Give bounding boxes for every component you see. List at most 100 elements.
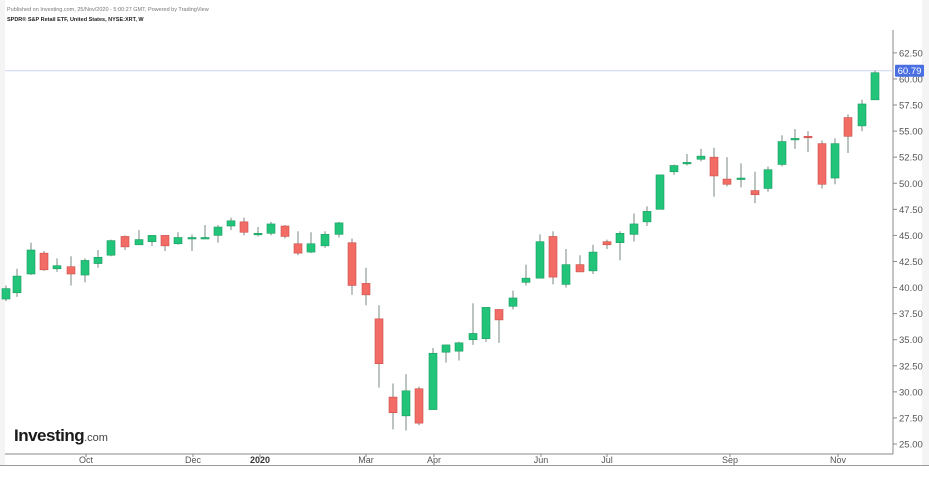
candle[interactable] <box>134 230 144 246</box>
candle[interactable] <box>857 99 867 132</box>
candle[interactable] <box>200 224 210 240</box>
candle-body <box>494 309 504 321</box>
candle[interactable] <box>253 227 263 237</box>
last-price-label: 60.79 <box>898 66 922 77</box>
x-tick-label: Apr <box>427 455 441 465</box>
candle[interactable] <box>561 248 571 288</box>
published-note: Published on Investing.com, 25/Nov/2020 … <box>7 7 209 13</box>
candle[interactable] <box>187 234 197 252</box>
candle[interactable] <box>709 147 719 197</box>
candle[interactable] <box>535 234 545 279</box>
candle-body <box>39 252 49 271</box>
candle[interactable] <box>401 374 411 431</box>
candle[interactable] <box>306 232 316 254</box>
candle-body <box>817 143 827 185</box>
candle[interactable] <box>790 129 800 149</box>
candle[interactable] <box>843 114 853 154</box>
candle[interactable] <box>722 157 732 187</box>
candle[interactable] <box>1 285 11 302</box>
candle-body <box>388 396 398 414</box>
candle-body <box>669 165 679 173</box>
candle[interactable] <box>441 344 451 363</box>
candle[interactable] <box>494 309 504 343</box>
candle[interactable] <box>468 303 478 345</box>
candle[interactable] <box>830 138 840 185</box>
candle[interactable] <box>602 239 612 249</box>
y-tick-label: 50.00 <box>899 179 923 190</box>
candle[interactable] <box>655 174 665 210</box>
candle[interactable] <box>239 217 249 236</box>
candle-body <box>561 264 571 285</box>
candle[interactable] <box>736 163 746 188</box>
candle[interactable] <box>870 70 880 101</box>
candle[interactable] <box>347 238 357 295</box>
candle[interactable] <box>777 135 787 167</box>
candle-body <box>226 220 236 227</box>
bottom-border <box>0 465 929 477</box>
candle[interactable] <box>481 307 491 342</box>
candle-body <box>293 243 303 254</box>
candle[interactable] <box>80 258 90 283</box>
candle[interactable] <box>615 231 625 261</box>
candle-body <box>374 318 384 364</box>
chart-title: SPDR® S&P Retail ETF, United States, NYS… <box>7 17 144 23</box>
candle[interactable] <box>388 383 398 430</box>
candle[interactable] <box>763 166 773 192</box>
x-tick-label: Jun <box>534 455 549 465</box>
investing-logo: Investing.com <box>14 426 108 446</box>
candle[interactable] <box>361 267 371 306</box>
candle[interactable] <box>696 148 706 162</box>
candle[interactable] <box>548 231 558 285</box>
candle[interactable] <box>428 348 438 410</box>
candle-body <box>615 233 625 244</box>
candle[interactable] <box>414 386 424 426</box>
candle[interactable] <box>52 258 62 272</box>
candle[interactable] <box>803 131 813 152</box>
candle[interactable] <box>12 268 22 297</box>
candle-body <box>334 222 344 235</box>
candle-body <box>777 141 787 165</box>
candle[interactable] <box>280 224 290 239</box>
candle[interactable] <box>320 231 330 248</box>
candle[interactable] <box>120 235 130 251</box>
candle[interactable] <box>682 154 692 166</box>
candle-body <box>66 266 76 275</box>
candle[interactable] <box>334 221 344 238</box>
candle-body <box>213 226 223 236</box>
candle[interactable] <box>642 206 652 227</box>
candle[interactable] <box>26 242 36 276</box>
candle[interactable] <box>588 244 598 274</box>
candle[interactable] <box>454 341 464 361</box>
candle[interactable] <box>173 232 183 245</box>
candle[interactable] <box>521 264 531 286</box>
candle[interactable] <box>160 235 170 252</box>
candle[interactable] <box>266 221 276 236</box>
candle-body <box>602 241 612 246</box>
candle[interactable] <box>817 140 827 189</box>
candle[interactable] <box>293 231 303 256</box>
candle-body <box>736 177 746 180</box>
candle-body <box>535 241 545 279</box>
candle[interactable] <box>575 255 585 273</box>
x-tick-label: Oct <box>79 455 94 465</box>
candle[interactable] <box>213 224 223 243</box>
candle[interactable] <box>508 290 518 310</box>
candle[interactable] <box>750 171 760 204</box>
candle[interactable] <box>93 250 103 268</box>
candle[interactable] <box>669 164 679 175</box>
y-tick-label: 25.00 <box>899 440 923 451</box>
candle[interactable] <box>374 305 384 388</box>
candle-body <box>26 249 36 275</box>
candle-body <box>870 72 880 101</box>
candle[interactable] <box>629 213 639 242</box>
y-tick-label: 62.50 <box>899 48 923 59</box>
candle[interactable] <box>66 256 76 286</box>
candle[interactable] <box>39 251 49 271</box>
candle[interactable] <box>106 239 116 257</box>
candle-body <box>830 143 840 179</box>
candle-body <box>803 136 813 139</box>
candle[interactable] <box>226 217 236 231</box>
left-gutter <box>0 0 5 465</box>
candle[interactable] <box>147 235 157 246</box>
